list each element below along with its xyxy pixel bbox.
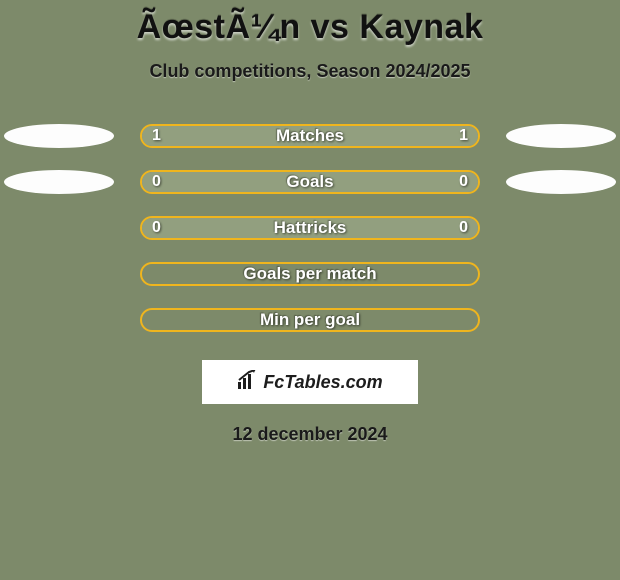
- subtitle: Club competitions, Season 2024/2025: [0, 61, 620, 82]
- player-marker-right: [506, 124, 616, 148]
- stat-row: Hattricks 0 0: [0, 216, 620, 240]
- chart-icon: [237, 370, 259, 395]
- stat-row: Goals 0 0: [0, 170, 620, 194]
- stat-label: Goals per match: [243, 264, 376, 284]
- stat-bar: Min per goal: [140, 308, 480, 332]
- stat-bar: Matches 1 1: [140, 124, 480, 148]
- logo-box: FcTables.com: [202, 360, 418, 404]
- stat-value-right: 1: [459, 127, 468, 145]
- stat-value-left: 0: [152, 219, 161, 237]
- player-marker-left: [4, 170, 114, 194]
- stat-row: Matches 1 1: [0, 124, 620, 148]
- logo-text: FcTables.com: [263, 372, 382, 393]
- bar-fill-right: [310, 172, 478, 192]
- stat-value-right: 0: [459, 173, 468, 191]
- stat-bar: Goals per match: [140, 262, 480, 286]
- stat-value-right: 0: [459, 219, 468, 237]
- stat-label: Matches: [276, 126, 344, 146]
- stat-row: Min per goal: [0, 308, 620, 332]
- stat-bar: Hattricks 0 0: [140, 216, 480, 240]
- stat-label: Hattricks: [274, 218, 347, 238]
- date-caption: 12 december 2024: [0, 424, 620, 445]
- comparison-infographic: ÃœstÃ¼n vs Kaynak Club competitions, Sea…: [0, 0, 620, 580]
- player-marker-right: [506, 170, 616, 194]
- stat-value-left: 0: [152, 173, 161, 191]
- stat-value-left: 1: [152, 127, 161, 145]
- stat-label: Goals: [286, 172, 333, 192]
- bar-fill-left: [142, 172, 310, 192]
- stat-bar: Goals 0 0: [140, 170, 480, 194]
- player-marker-left: [4, 124, 114, 148]
- page-title: ÃœstÃ¼n vs Kaynak: [0, 8, 620, 47]
- stat-label: Min per goal: [260, 310, 360, 330]
- stat-row: Goals per match: [0, 262, 620, 286]
- stat-rows: Matches 1 1 Goals 0 0 Hattricks 0 0 Goals per mat…: [0, 124, 620, 332]
